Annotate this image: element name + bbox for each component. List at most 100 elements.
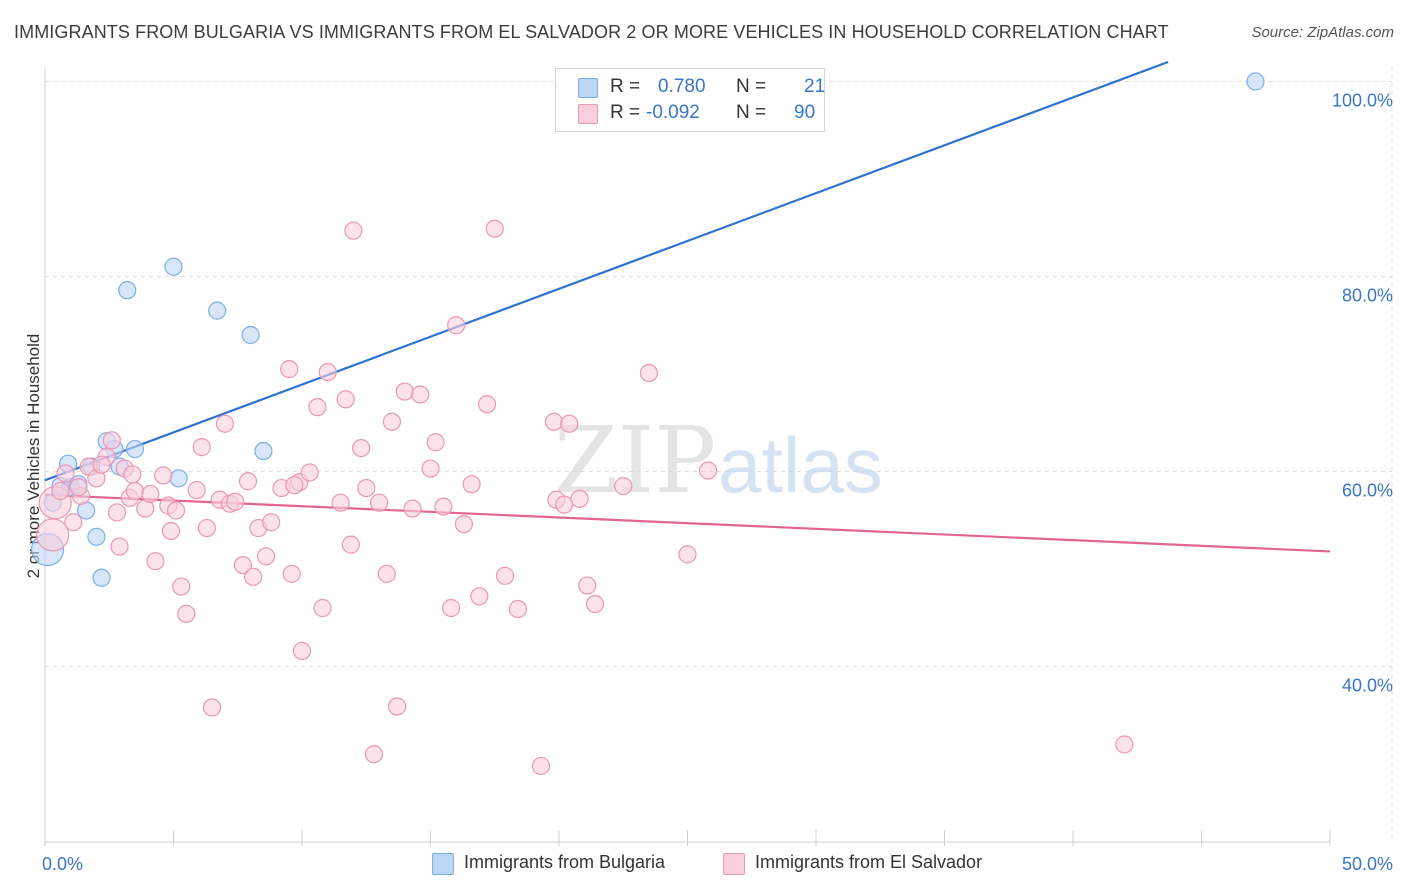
el-salvador-point — [341, 535, 360, 554]
el-salvador-trend-line — [44, 493, 1331, 553]
el-salvador-point — [462, 475, 481, 494]
tick-labels: 100.0% 80.0% 60.0% 40.0% 0.0% 50.0% — [42, 91, 1393, 875]
bottom-legend-swatch-el-salvador — [723, 853, 745, 875]
el-salvador-point — [51, 481, 70, 501]
el-salvador-point — [585, 594, 605, 614]
el-salvador-point — [292, 641, 312, 661]
el-salvador-point — [56, 464, 75, 483]
el-salvador-point — [282, 564, 301, 583]
bulgaria-point — [254, 441, 273, 461]
el-salvador-point — [344, 221, 363, 240]
el-salvador-point — [411, 385, 430, 404]
el-salvador-point — [102, 431, 121, 450]
bottom-legend-swatch-bulgaria — [432, 853, 454, 875]
el-salvador-point — [364, 745, 384, 764]
bottom-legend-label-bulgaria: Immigrants from Bulgaria — [464, 852, 666, 872]
y-tick-label: 60.0% — [1342, 481, 1393, 501]
el-salvador-point — [256, 547, 276, 566]
el-salvador-point — [531, 756, 551, 776]
el-salvador-point — [477, 395, 497, 414]
el-salvador-point — [69, 478, 88, 497]
bulgaria-trend-line — [44, 60, 1169, 482]
chart-title: IMMIGRANTS FROM BULGARIA VS IMMIGRANTS F… — [14, 22, 1169, 42]
legend-n-label: N = — [736, 102, 767, 123]
legend-n-value: 21 — [804, 76, 826, 97]
bulgaria-point — [169, 469, 188, 488]
y-tick-label: 80.0% — [1342, 286, 1393, 306]
legend-swatch-el-salvador — [578, 104, 598, 124]
el-salvador-point — [352, 439, 371, 458]
el-salvador-point — [226, 492, 245, 511]
y-tick-label: 40.0% — [1342, 676, 1393, 696]
el-salvador-point — [161, 521, 181, 541]
el-salvador-point — [125, 481, 145, 501]
bulgaria-point — [125, 439, 145, 459]
source-label: Source: ZipAtlas.com — [1251, 24, 1394, 41]
el-salvador-point — [387, 697, 407, 716]
el-salvador-point — [336, 390, 355, 409]
data-points — [30, 72, 1265, 776]
el-salvador-point — [192, 438, 211, 457]
legend-r-value: 0.780 — [658, 76, 706, 97]
el-salvador-point — [555, 495, 574, 514]
el-salvador-point — [187, 480, 206, 500]
el-salvador-point — [92, 455, 111, 474]
legend-r-label: R = — [610, 102, 641, 123]
el-salvador-point — [377, 564, 396, 583]
el-salvador-point — [698, 461, 718, 480]
el-salvador-point — [197, 518, 217, 538]
el-salvador-point — [141, 484, 160, 504]
el-salvador-point — [308, 398, 327, 417]
el-salvador-point — [64, 513, 83, 532]
el-salvador-point — [202, 698, 222, 717]
el-salvador-point — [244, 567, 263, 586]
el-salvador-point — [262, 513, 281, 532]
el-salvador-point — [578, 576, 597, 595]
watermark-atlas: atlas — [718, 421, 883, 509]
el-salvador-point — [639, 363, 659, 383]
el-salvador-point — [678, 545, 697, 564]
x-tick-label: 50.0% — [1342, 854, 1393, 874]
el-salvador-point — [233, 555, 252, 575]
bottom-legend-label-el-salvador: Immigrants from El Salvador — [755, 852, 983, 872]
el-salvador-point — [146, 552, 165, 571]
el-salvador-point — [154, 466, 173, 485]
el-salvador-point — [215, 414, 234, 433]
el-salvador-point — [403, 499, 422, 518]
legend-r-label: R = — [610, 76, 641, 97]
el-salvador-point — [560, 414, 579, 433]
el-salvador-point — [395, 382, 414, 401]
el-salvador-point — [1115, 735, 1134, 754]
el-salvador-point — [426, 433, 445, 452]
el-salvador-point — [370, 493, 389, 512]
legend-n-value: 90 — [794, 102, 816, 123]
el-salvador-point — [107, 503, 127, 522]
el-salvador-point — [421, 459, 440, 478]
x-tick-label: 0.0% — [42, 854, 83, 874]
bulgaria-point — [118, 281, 137, 300]
legend-n-label: N = — [736, 76, 767, 97]
el-salvador-point — [470, 587, 489, 606]
el-salvador-point — [177, 604, 196, 623]
y-tick-label: 100.0% — [1332, 91, 1393, 111]
el-salvador-point — [454, 515, 474, 534]
el-salvador-point — [544, 412, 563, 431]
el-salvador-point — [123, 465, 142, 484]
el-salvador-point — [485, 219, 504, 238]
el-salvador-point — [238, 472, 258, 491]
el-salvador-point — [172, 577, 191, 596]
el-salvador-point — [570, 489, 589, 508]
correlation-legend: R = 0.780 N = 21 R = -0.092 N = 90 — [555, 68, 825, 132]
el-salvador-point — [614, 477, 633, 496]
el-salvador-point — [300, 463, 319, 482]
el-salvador-point — [495, 566, 515, 585]
el-salvador-point — [36, 518, 70, 552]
legend-r-value: -0.092 — [646, 102, 700, 123]
bulgaria-point — [208, 301, 227, 320]
el-salvador-point — [318, 362, 337, 382]
legend-swatch-bulgaria — [578, 78, 598, 98]
bulgaria-point — [92, 568, 111, 587]
bulgaria-point — [87, 527, 106, 546]
el-salvador-point — [331, 493, 350, 512]
